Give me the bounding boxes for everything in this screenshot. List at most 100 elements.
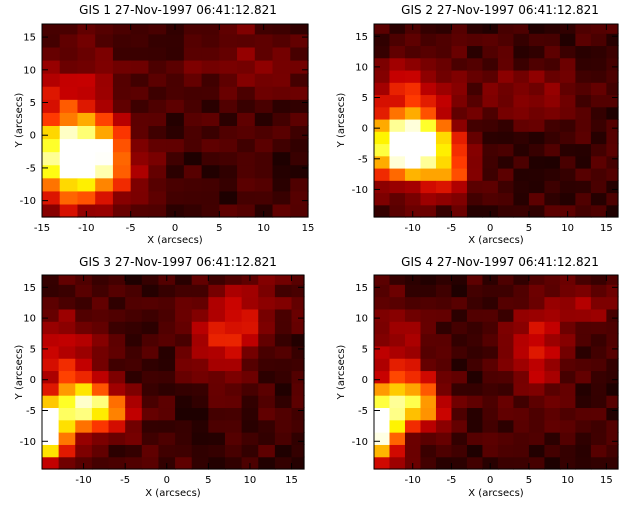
heatmap-cell (435, 321, 453, 335)
heatmap-cell (158, 382, 176, 396)
heatmap-cell (274, 407, 293, 421)
heatmap-cell (404, 33, 422, 47)
heatmap-cell (166, 164, 185, 179)
heatmap-cell (374, 131, 391, 145)
heatmap-cell (544, 370, 561, 384)
heatmap-cell (590, 94, 607, 108)
heatmap-cell (451, 82, 468, 96)
y-tick-label: 0 (362, 124, 368, 135)
heatmap-cell (513, 358, 530, 372)
heatmap-cell (528, 275, 546, 285)
heatmap-cell (389, 180, 406, 194)
y-tick-label: 0 (30, 131, 36, 142)
heatmap-cell (513, 204, 530, 218)
heatmap-cell (191, 395, 209, 409)
heatmap-cell (108, 296, 126, 310)
heatmap-cell (148, 190, 167, 205)
heatmap-cell (42, 203, 61, 218)
heatmap-cell (148, 138, 167, 153)
heatmap-cell (420, 333, 437, 347)
heatmap-cell (420, 24, 437, 34)
heatmap-cell (575, 180, 592, 194)
heatmap-cell (141, 370, 160, 384)
heatmap-cell (404, 345, 422, 359)
x-tick-label: -10 (78, 223, 94, 234)
heatmap-cell (148, 151, 167, 166)
heatmap-cell (237, 203, 256, 218)
heatmap-cell (451, 33, 468, 47)
heatmap-cell (559, 143, 576, 157)
heatmap-cell (290, 164, 309, 179)
heatmap-cell (420, 284, 437, 298)
heatmap-cell (75, 419, 93, 433)
x-tick-label: 0 (172, 223, 178, 234)
heatmap-cell (544, 321, 561, 335)
heatmap-cell (482, 296, 499, 310)
heatmap-cell (528, 358, 546, 372)
heatmap-cell (274, 432, 293, 445)
heatmap-cell (404, 407, 422, 421)
heatmap-cell (451, 167, 468, 181)
heatmap-cell (183, 99, 203, 113)
heatmap-cell (141, 407, 160, 421)
heatmap-cell (575, 192, 592, 206)
heatmap-cell (158, 333, 176, 347)
heatmap-cell (544, 382, 561, 396)
heatmap-cell (91, 407, 110, 421)
heatmap-cell (58, 333, 76, 347)
heatmap-cell (466, 308, 484, 322)
heatmap-cell (466, 284, 484, 298)
heatmap-cell (590, 143, 607, 157)
heatmap-cell (513, 296, 530, 310)
heatmap-cell (513, 106, 530, 120)
heatmap-cell (482, 382, 499, 396)
heatmap-cell (497, 131, 515, 145)
heatmap-cell (219, 164, 238, 179)
heatmap-cell (191, 444, 209, 458)
heatmap-cell (58, 382, 76, 396)
heatmap-cell (389, 432, 406, 445)
heatmap-cell (42, 296, 60, 310)
heatmap-cell (175, 407, 193, 421)
heatmap-cell (451, 395, 468, 409)
heatmap-cell (575, 167, 592, 181)
heatmap-cell (497, 321, 515, 335)
x-axis-ticks: -10 -5 0 5 10 15 (75, 275, 298, 486)
heatmap-cell (590, 204, 607, 218)
heatmap-cell (575, 24, 592, 34)
heatmap-cell (237, 59, 256, 74)
heatmap-cell (528, 118, 546, 132)
heatmap-cell (528, 308, 546, 322)
y-tick-label: 15 (355, 32, 368, 43)
heatmap-cell (420, 275, 437, 285)
heatmap-cell (590, 131, 607, 145)
heatmap-cell (141, 321, 160, 335)
heatmap-cell (575, 370, 592, 384)
heatmap-cell (274, 275, 293, 285)
heatmap-cell (241, 407, 259, 421)
heatmap-cell (575, 69, 592, 83)
heatmap-cell (575, 456, 592, 470)
heatmap-cell (404, 180, 422, 194)
heatmap-cell (42, 382, 60, 396)
heatmap-cell (389, 358, 406, 372)
plot-frame (41, 274, 305, 470)
heatmap-cell (404, 296, 422, 310)
heatmap-cell (112, 203, 132, 218)
heatmap-cell (389, 321, 406, 335)
x-tick-label: 0 (164, 475, 170, 486)
heatmap-cell (482, 308, 499, 322)
heatmap-cell (175, 370, 193, 384)
heatmap-cell (208, 333, 226, 347)
heatmap-cell (141, 345, 160, 359)
heatmap-cell (130, 203, 149, 218)
heatmap-cell (108, 419, 126, 433)
heatmap-cell (389, 275, 406, 285)
heatmap-cell (389, 131, 406, 145)
heatmap-cell (451, 155, 468, 169)
heatmap-cell (272, 203, 291, 218)
heatmap-cell (237, 112, 256, 126)
heatmap-cell (254, 59, 274, 74)
heatmap-cell (374, 284, 391, 298)
heatmap-cell (75, 358, 93, 372)
